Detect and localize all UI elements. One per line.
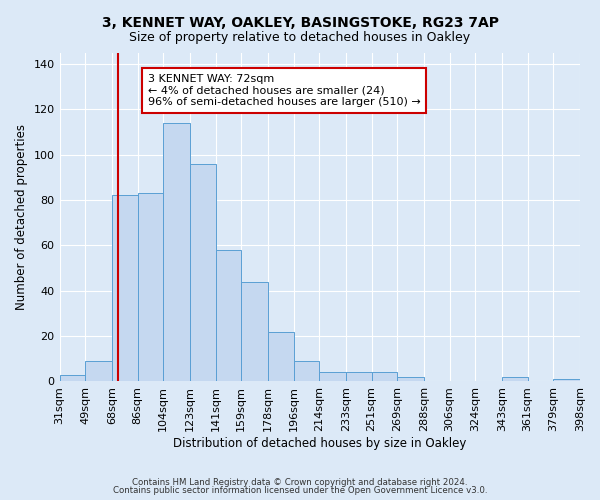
Bar [85,361,112,382]
Y-axis label: Number of detached properties: Number of detached properties [15,124,28,310]
Text: Size of property relative to detached houses in Oakley: Size of property relative to detached ho… [130,31,470,44]
Bar [553,379,580,382]
Bar [502,377,527,382]
Bar [112,196,137,382]
Bar [190,164,215,382]
Text: Contains public sector information licensed under the Open Government Licence v3: Contains public sector information licen… [113,486,487,495]
Bar [241,282,268,382]
Bar [293,361,319,382]
Bar [346,372,371,382]
Text: 3 KENNET WAY: 72sqm
← 4% of detached houses are smaller (24)
96% of semi-detache: 3 KENNET WAY: 72sqm ← 4% of detached hou… [148,74,421,107]
Bar [397,377,424,382]
X-axis label: Distribution of detached houses by size in Oakley: Distribution of detached houses by size … [173,437,466,450]
Text: 3, KENNET WAY, OAKLEY, BASINGSTOKE, RG23 7AP: 3, KENNET WAY, OAKLEY, BASINGSTOKE, RG23… [101,16,499,30]
Bar [371,372,397,382]
Bar [319,372,346,382]
Bar [268,332,293,382]
Bar [215,250,241,382]
Bar [59,374,85,382]
Text: Contains HM Land Registry data © Crown copyright and database right 2024.: Contains HM Land Registry data © Crown c… [132,478,468,487]
Bar [163,123,190,382]
Bar [137,193,163,382]
